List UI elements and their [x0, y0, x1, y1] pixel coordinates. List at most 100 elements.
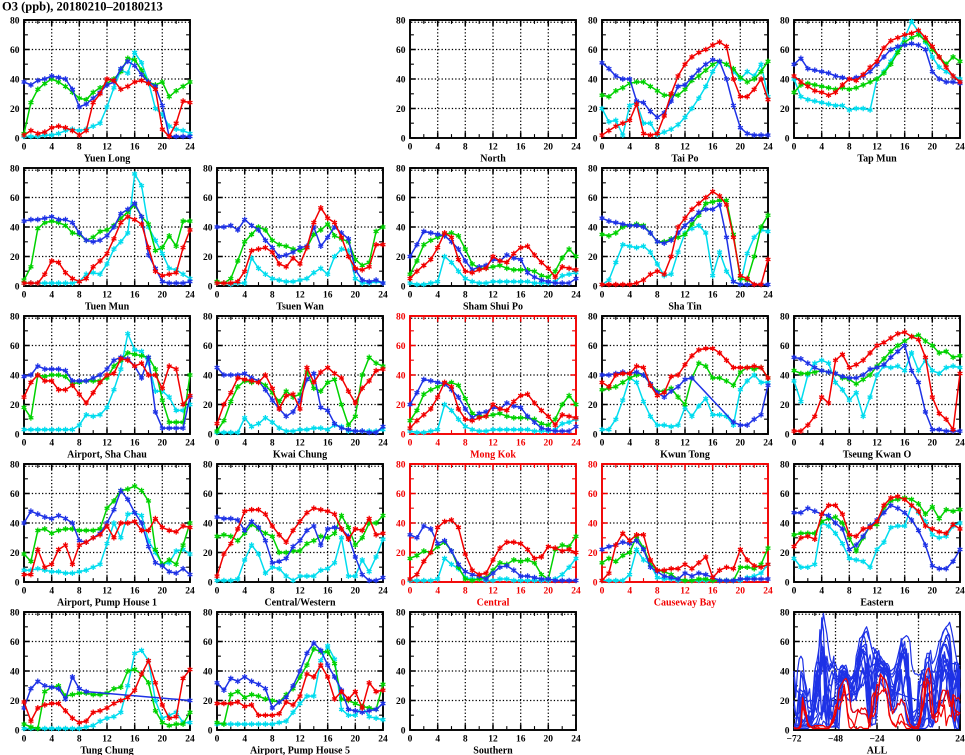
svg-text:16: 16: [708, 439, 718, 449]
svg-text:16: 16: [323, 587, 333, 597]
svg-text:0: 0: [22, 291, 27, 301]
svg-text:40: 40: [396, 519, 406, 529]
svg-text:0: 0: [15, 578, 20, 588]
svg-text:40: 40: [203, 667, 213, 677]
svg-text:80: 80: [588, 460, 598, 470]
svg-text:60: 60: [780, 490, 790, 500]
svg-text:Tap Mun: Tap Mun: [857, 154, 897, 165]
svg-text:4: 4: [819, 143, 824, 153]
svg-text:20: 20: [588, 253, 598, 263]
svg-text:0: 0: [22, 735, 27, 745]
svg-text:16: 16: [323, 735, 333, 745]
svg-text:60: 60: [588, 46, 598, 56]
svg-text:20: 20: [158, 587, 168, 597]
svg-text:8: 8: [270, 439, 275, 449]
svg-text:4: 4: [435, 439, 440, 449]
svg-text:80: 80: [396, 608, 406, 618]
svg-text:60: 60: [203, 342, 213, 352]
svg-text:4: 4: [435, 735, 440, 745]
svg-text:−72: −72: [787, 735, 802, 745]
svg-text:24: 24: [571, 291, 581, 301]
svg-text:20: 20: [544, 439, 554, 449]
svg-text:60: 60: [10, 638, 20, 648]
svg-text:60: 60: [396, 490, 406, 500]
svg-text:20: 20: [396, 549, 406, 559]
svg-text:60: 60: [780, 46, 790, 56]
svg-text:20: 20: [780, 549, 790, 559]
svg-text:80: 80: [10, 608, 20, 618]
svg-text:12: 12: [488, 735, 498, 745]
svg-text:8: 8: [847, 143, 852, 153]
svg-text:60: 60: [588, 194, 598, 204]
svg-text:20: 20: [158, 291, 168, 301]
svg-text:Airport, Pump House 1: Airport, Pump House 1: [57, 598, 157, 609]
svg-text:8: 8: [655, 291, 660, 301]
svg-text:O3 (ppb), 20180210–20180213: O3 (ppb), 20180210–20180213: [2, 0, 163, 14]
svg-text:16: 16: [708, 587, 718, 597]
svg-text:24: 24: [571, 143, 581, 153]
svg-text:20: 20: [736, 291, 746, 301]
svg-text:40: 40: [588, 223, 598, 233]
svg-text:Airport, Pump House 5: Airport, Pump House 5: [250, 746, 350, 755]
svg-text:12: 12: [872, 439, 882, 449]
svg-text:Sha Tin: Sha Tin: [668, 302, 702, 313]
svg-text:0: 0: [215, 587, 220, 597]
svg-text:40: 40: [588, 75, 598, 85]
svg-text:40: 40: [10, 223, 20, 233]
svg-text:80: 80: [588, 312, 598, 322]
svg-text:20: 20: [351, 735, 361, 745]
svg-text:80: 80: [10, 16, 20, 26]
svg-text:0: 0: [215, 291, 220, 301]
svg-text:40: 40: [10, 519, 20, 529]
svg-text:12: 12: [680, 143, 690, 153]
svg-text:12: 12: [295, 735, 305, 745]
svg-text:12: 12: [102, 439, 112, 449]
svg-text:16: 16: [323, 291, 333, 301]
svg-text:4: 4: [819, 439, 824, 449]
svg-text:ALL: ALL: [867, 746, 888, 755]
svg-text:20: 20: [158, 735, 168, 745]
svg-text:20: 20: [544, 735, 554, 745]
svg-text:0: 0: [208, 726, 213, 736]
svg-text:20: 20: [396, 401, 406, 411]
svg-text:0: 0: [593, 134, 598, 144]
svg-text:16: 16: [516, 143, 526, 153]
svg-text:16: 16: [900, 587, 910, 597]
svg-text:Kwun Tong: Kwun Tong: [660, 450, 710, 461]
svg-text:0: 0: [600, 143, 605, 153]
svg-text:−24: −24: [870, 735, 885, 745]
svg-text:0: 0: [408, 587, 413, 597]
svg-text:40: 40: [10, 75, 20, 85]
svg-text:0: 0: [401, 430, 406, 440]
svg-text:20: 20: [203, 549, 213, 559]
svg-text:8: 8: [270, 291, 275, 301]
svg-text:12: 12: [680, 291, 690, 301]
svg-text:16: 16: [516, 587, 526, 597]
svg-text:16: 16: [130, 291, 140, 301]
svg-text:80: 80: [588, 16, 598, 26]
svg-text:16: 16: [516, 735, 526, 745]
svg-text:20: 20: [203, 697, 213, 707]
svg-text:20: 20: [351, 439, 361, 449]
svg-text:0: 0: [208, 430, 213, 440]
svg-text:24: 24: [763, 143, 773, 153]
svg-text:0: 0: [208, 578, 213, 588]
svg-text:80: 80: [396, 460, 406, 470]
svg-text:0: 0: [792, 439, 797, 449]
svg-text:8: 8: [847, 439, 852, 449]
svg-text:40: 40: [780, 75, 790, 85]
svg-text:24: 24: [185, 587, 195, 597]
svg-text:60: 60: [203, 490, 213, 500]
svg-text:12: 12: [102, 735, 112, 745]
svg-text:4: 4: [242, 735, 247, 745]
svg-text:12: 12: [680, 439, 690, 449]
svg-text:8: 8: [463, 587, 468, 597]
svg-text:12: 12: [295, 587, 305, 597]
svg-text:0: 0: [22, 587, 27, 597]
svg-text:0: 0: [408, 439, 413, 449]
svg-text:0: 0: [408, 735, 413, 745]
svg-text:Tung Chung: Tung Chung: [80, 746, 133, 755]
svg-text:40: 40: [203, 519, 213, 529]
svg-text:60: 60: [203, 638, 213, 648]
svg-text:12: 12: [295, 291, 305, 301]
